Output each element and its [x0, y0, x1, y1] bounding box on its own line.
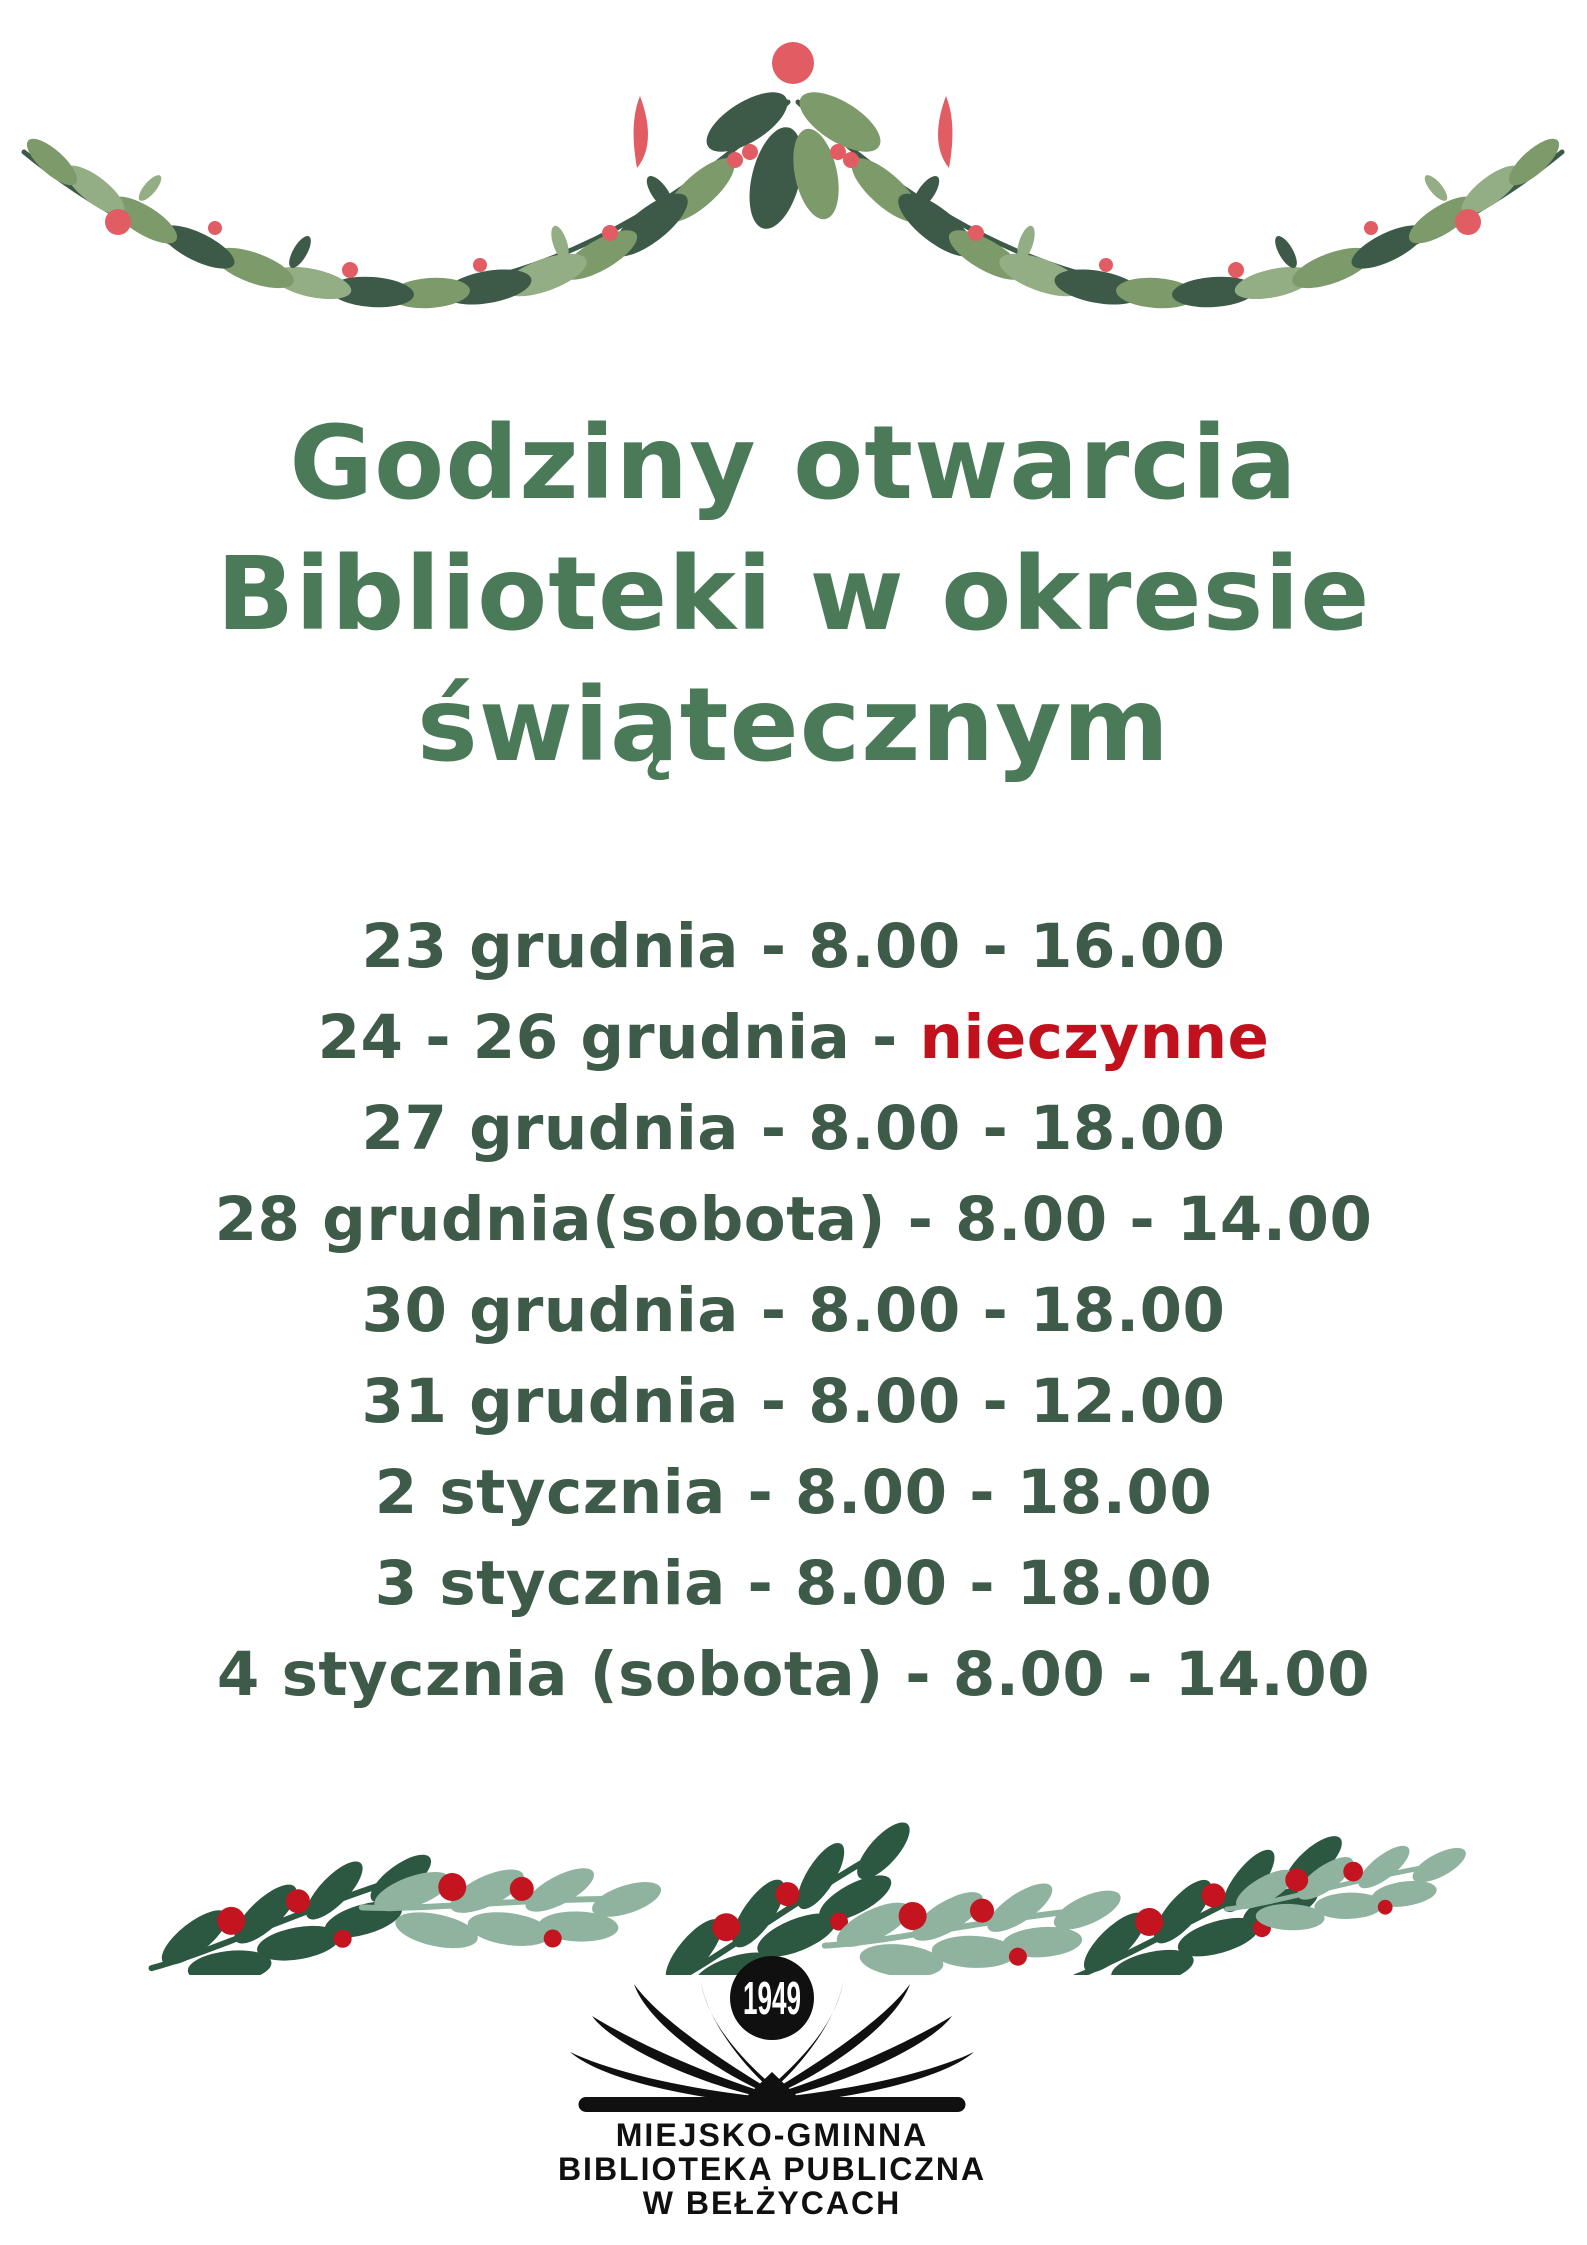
schedule-row-text: 24 - 26 grudnia - [317, 1002, 920, 1073]
schedule-row-text: 4 stycznia (sobota) - 8.00 - 14.00 [216, 1639, 1371, 1710]
year-label: 1949 [743, 1972, 801, 2024]
schedule-row: 2 stycznia - 8.00 - 18.00 [0, 1447, 1587, 1538]
schedule-row: 28 grudnia(sobota) - 8.00 - 14.00 [0, 1174, 1587, 1265]
schedule-row-text: 28 grudnia(sobota) - 8.00 - 14.00 [214, 1184, 1373, 1255]
schedule-row: 27 grudnia - 8.00 - 18.00 [0, 1083, 1587, 1174]
library-name: MIEJSKO-GMINNA BIBLIOTEKA PUBLICZNA W BE… [0, 2118, 1544, 2220]
center-berry-icon [706, 42, 881, 229]
schedule-row: 23 grudnia - 8.00 - 16.00 [0, 901, 1587, 992]
schedule-list: 23 grudnia - 8.00 - 16.00 24 - 26 grudnia… [0, 901, 1587, 1720]
library-name-line-3: W BEŁŻYCACH [642, 2185, 902, 2221]
schedule-row: 4 stycznia (sobota) - 8.00 - 14.00 [0, 1629, 1587, 1720]
schedule-row: 3 stycznia - 8.00 - 18.00 [0, 1538, 1587, 1629]
closed-label: nieczynne [919, 1002, 1270, 1073]
top-garland-decoration [21, 42, 1587, 345]
library-logo: 1949 MIEJSKO-GMINNA BIBLIOTEKA PUBLICZNA… [0, 1954, 1544, 2220]
library-name-line-1: MIEJSKO-GMINNA [615, 2117, 929, 2153]
schedule-row: 31 grudnia - 8.00 - 12.00 [0, 1356, 1587, 1447]
bottom-garland-decoration [0, 1735, 1587, 1975]
schedule-row-text: 23 grudnia - 8.00 - 16.00 [361, 911, 1226, 982]
left-branch-icon [21, 96, 791, 309]
title-line-3: świątecznym [417, 666, 1170, 785]
right-branch-icon [798, 96, 1566, 311]
sprig-icon [1224, 1803, 1474, 1964]
library-name-line-2: BIBLIOTEKA PUBLICZNA [557, 2151, 987, 2187]
schedule-row-text: 30 grudnia - 8.00 - 18.00 [361, 1275, 1226, 1346]
sprig-icon [356, 1784, 673, 1975]
schedule-row-text: 31 grudnia - 8.00 - 12.00 [361, 1366, 1226, 1437]
schedule-row-text: 27 grudnia - 8.00 - 18.00 [361, 1093, 1226, 1164]
title-line-2: Biblioteki w okresie [216, 535, 1371, 654]
year-badge [730, 1956, 814, 2040]
page-title: Godziny otwarcia Biblioteki w okresie św… [0, 398, 1587, 791]
title-line-1: Godziny otwarcia [289, 404, 1298, 523]
schedule-row-text: 3 stycznia - 8.00 - 18.00 [374, 1548, 1213, 1619]
book-pages [570, 1956, 974, 2112]
schedule-row-text: 2 stycznia - 8.00 - 18.00 [374, 1457, 1213, 1528]
schedule-row: 30 grudnia - 8.00 - 18.00 [0, 1265, 1587, 1356]
schedule-row: 24 - 26 grudnia - nieczynne [0, 992, 1587, 1083]
open-book-icon: 1949 [570, 1956, 974, 2112]
book-cover [578, 2072, 966, 2112]
